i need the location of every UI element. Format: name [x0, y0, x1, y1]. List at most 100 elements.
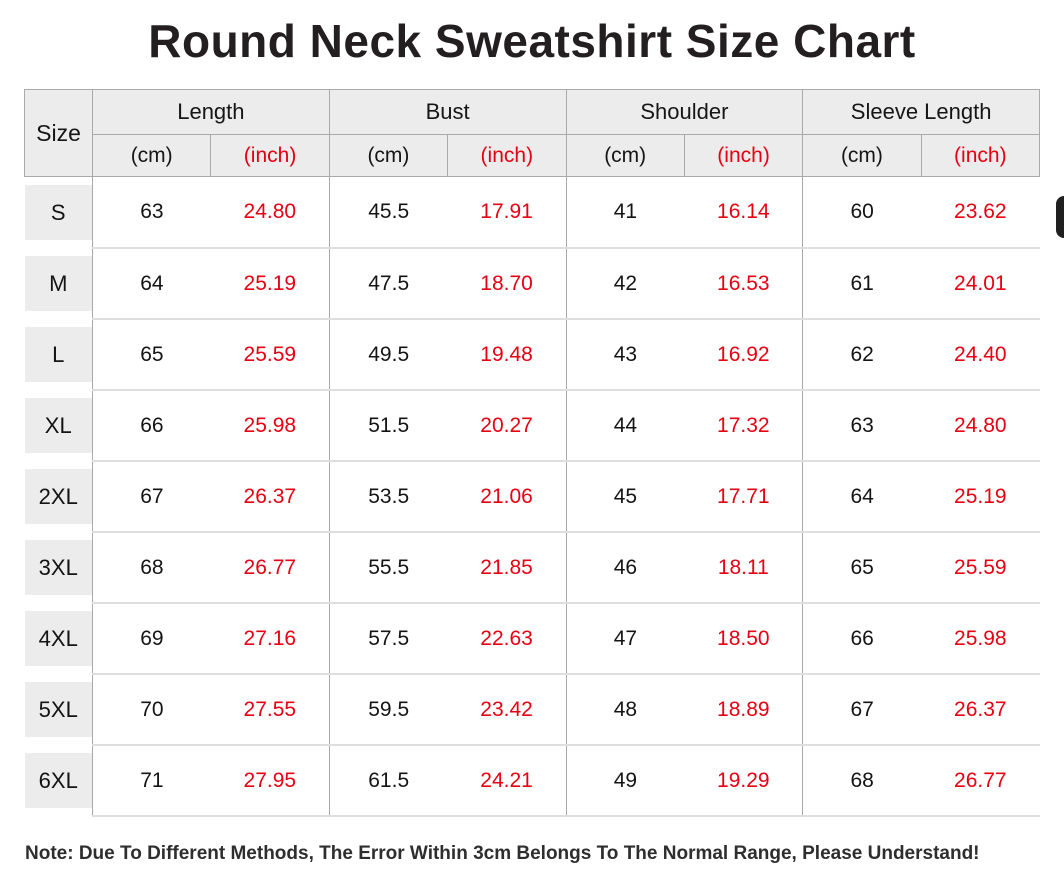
cm-value: 67 [802, 674, 922, 746]
inch-value: 26.77 [921, 745, 1040, 817]
table-row: 6XL 71 27.95 61.5 24.21 49 19.29 68 26.77 [24, 745, 1040, 817]
cm-value: 65 [802, 532, 922, 604]
inch-value: 25.59 [921, 532, 1040, 604]
size-label-cell: 3XL [24, 532, 93, 603]
inch-value: 21.85 [447, 532, 566, 604]
inch-value: 17.32 [684, 390, 803, 462]
inch-value: 25.98 [921, 603, 1040, 675]
size-label: M [24, 256, 92, 311]
inch-value: 25.59 [210, 319, 330, 391]
table-row: 4XL 69 27.16 57.5 22.63 47 18.50 66 25.98 [24, 603, 1040, 675]
inch-value: 26.37 [210, 461, 330, 533]
inch-value: 19.29 [684, 745, 803, 817]
inch-value: 24.01 [921, 248, 1040, 320]
size-label-cell: 2XL [24, 461, 93, 532]
unit-header-inch: (inch) [210, 134, 330, 177]
size-label-cell: 5XL [24, 674, 93, 745]
size-label: XL [24, 398, 92, 453]
cm-value: 70 [91, 674, 211, 746]
table-row: L 65 25.59 49.5 19.48 43 16.92 62 24.40 [24, 319, 1040, 391]
size-label: 4XL [24, 611, 92, 666]
cm-value: 41 [565, 176, 685, 249]
cm-value: 49.5 [328, 319, 448, 391]
cm-value: 43 [565, 319, 685, 391]
inch-value: 17.91 [447, 176, 566, 249]
group-header-row: Size Length Bust Shoulder Sleeve Length [24, 89, 1040, 177]
cm-value: 47.5 [328, 248, 448, 320]
unit-header-cm: (cm) [802, 134, 922, 177]
table-header: Size Length Bust Shoulder Sleeve Length … [24, 89, 1041, 177]
cm-value: 60 [802, 176, 922, 249]
size-label: S [24, 185, 92, 240]
inch-value: 25.19 [921, 461, 1040, 533]
cm-value: 64 [802, 461, 922, 533]
group-header-bust: Bust [328, 89, 567, 135]
unit-header-cm: (cm) [91, 134, 212, 177]
inch-value: 18.89 [684, 674, 803, 746]
size-label-cell: XL [24, 390, 93, 461]
cm-value: 69 [91, 603, 211, 675]
unit-header-row: (cm) (inch) (cm) (inch) (cm) (inch) (cm)… [25, 134, 1041, 177]
cm-value: 46 [565, 532, 685, 604]
inch-value: 27.55 [210, 674, 330, 746]
inch-value: 27.16 [210, 603, 330, 675]
cm-value: 65 [91, 319, 211, 391]
inch-value: 24.80 [210, 176, 330, 249]
cm-value: 68 [91, 532, 211, 604]
size-label: 6XL [24, 753, 92, 808]
size-label-cell: L [24, 319, 93, 390]
inch-value: 19.48 [447, 319, 566, 391]
table-body: S 63 24.80 45.5 17.91 41 16.14 60 23.62 M 64 25.19 4… [24, 176, 1040, 817]
cm-value: 71 [91, 745, 211, 817]
cm-value: 62 [802, 319, 922, 391]
inch-value: 18.11 [684, 532, 803, 604]
cm-value: 67 [91, 461, 211, 533]
size-label-cell: M [24, 248, 93, 319]
group-header-length: Length [92, 89, 330, 135]
cm-value: 61 [802, 248, 922, 320]
cm-value: 53.5 [328, 461, 448, 533]
table-row: 3XL 68 26.77 55.5 21.85 46 18.11 65 25.59 [24, 532, 1040, 604]
inch-value: 25.19 [210, 248, 330, 320]
table-row: M 64 25.19 47.5 18.70 42 16.53 61 24.01 [24, 248, 1040, 320]
cm-value: 42 [565, 248, 685, 320]
size-label-cell: 4XL [24, 603, 93, 674]
table-row: XL 66 25.98 51.5 20.27 44 17.32 63 24.80 [24, 390, 1040, 462]
cm-value: 45.5 [328, 176, 448, 249]
inch-value: 24.21 [447, 745, 566, 817]
inch-value: 16.53 [684, 248, 803, 320]
group-header-sleeve-length: Sleeve Length [802, 89, 1040, 135]
size-label-cell: S [24, 177, 93, 249]
unit-header-cm: (cm) [328, 134, 449, 177]
cm-value: 68 [802, 745, 922, 817]
cm-value: 51.5 [328, 390, 448, 462]
unit-header-inch: (inch) [447, 134, 567, 177]
size-label: L [24, 327, 92, 382]
edge-artifact [1056, 196, 1064, 238]
inch-value: 26.37 [921, 674, 1040, 746]
inch-value: 27.95 [210, 745, 330, 817]
cm-value: 61.5 [328, 745, 448, 817]
table-row: 2XL 67 26.37 53.5 21.06 45 17.71 64 25.19 [24, 461, 1040, 533]
inch-value: 24.40 [921, 319, 1040, 391]
cm-value: 57.5 [328, 603, 448, 675]
inch-value: 20.27 [447, 390, 566, 462]
size-label: 2XL [24, 469, 92, 524]
cm-value: 48 [565, 674, 685, 746]
cm-value: 66 [802, 603, 922, 675]
unit-header-inch: (inch) [683, 134, 804, 177]
inch-value: 23.42 [447, 674, 566, 746]
note-text: Note: Due To Different Methods, The Erro… [25, 843, 980, 864]
cm-value: 63 [91, 176, 211, 249]
inch-value: 18.50 [684, 603, 803, 675]
unit-header-inch: (inch) [920, 134, 1041, 177]
inch-value: 26.77 [210, 532, 330, 604]
cm-value: 66 [91, 390, 211, 462]
cm-value: 59.5 [328, 674, 448, 746]
inch-value: 23.62 [921, 176, 1040, 249]
inch-value: 22.63 [447, 603, 566, 675]
inch-value: 16.14 [684, 176, 803, 249]
size-label: 3XL [24, 540, 92, 595]
unit-header-cm: (cm) [565, 134, 685, 177]
